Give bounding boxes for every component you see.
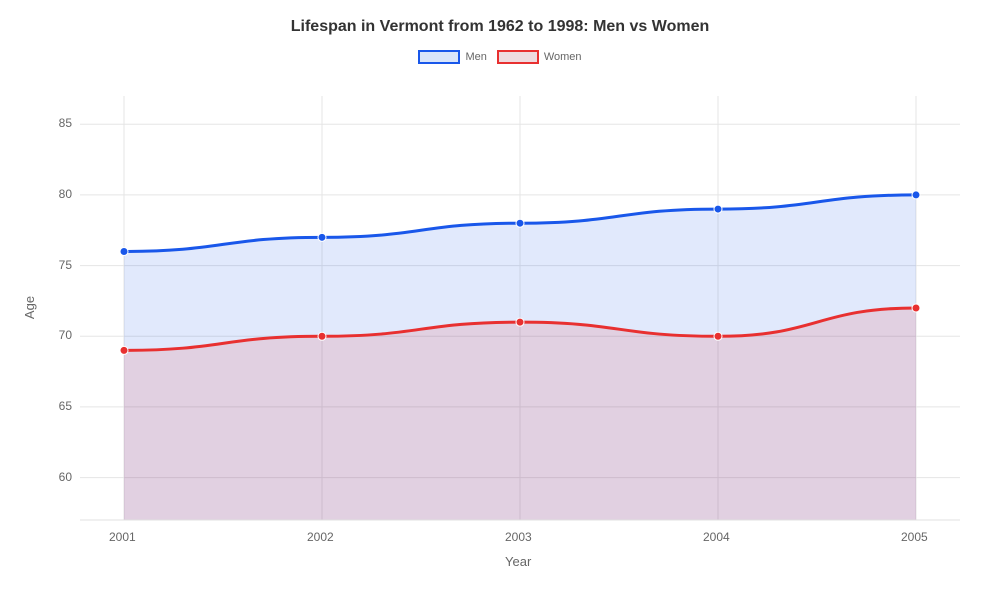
chart-container: Lifespan in Vermont from 1962 to 1998: M… [0, 0, 1000, 600]
y-tick-label: 60 [59, 470, 72, 484]
x-tick-label: 2003 [505, 530, 532, 544]
x-tick-label: 2001 [109, 530, 136, 544]
plot-area [0, 0, 1000, 600]
y-tick-label: 80 [59, 187, 72, 201]
y-tick-label: 85 [59, 116, 72, 130]
y-tick-label: 70 [59, 328, 72, 342]
y-tick-label: 65 [59, 399, 72, 413]
y-tick-label: 75 [59, 258, 72, 272]
y-axis-title: Age [22, 296, 37, 319]
x-tick-label: 2002 [307, 530, 334, 544]
x-tick-label: 2004 [703, 530, 730, 544]
x-tick-label: 2005 [901, 530, 928, 544]
x-axis-title: Year [505, 554, 531, 569]
